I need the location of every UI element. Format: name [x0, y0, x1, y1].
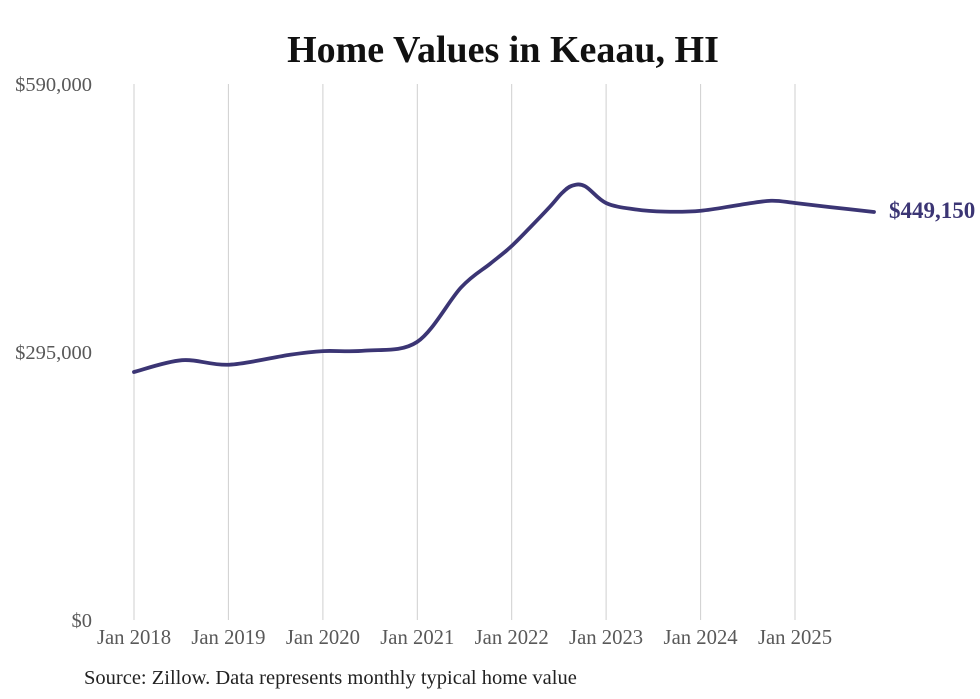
- svg-text:$449,150: $449,150: [889, 198, 975, 223]
- svg-text:$590,000: $590,000: [15, 74, 92, 96]
- svg-text:Jan 2019: Jan 2019: [191, 627, 265, 649]
- svg-text:Jan 2022: Jan 2022: [475, 627, 549, 649]
- svg-text:$0: $0: [72, 610, 93, 632]
- svg-text:Jan 2023: Jan 2023: [569, 627, 643, 649]
- svg-text:Jan 2024: Jan 2024: [664, 627, 739, 649]
- svg-text:Jan 2021: Jan 2021: [380, 627, 454, 649]
- svg-text:Jan 2018: Jan 2018: [97, 627, 171, 649]
- svg-text:$295,000: $295,000: [15, 342, 92, 364]
- svg-text:Jan 2020: Jan 2020: [286, 627, 360, 649]
- svg-text:Jan 2025: Jan 2025: [758, 627, 832, 649]
